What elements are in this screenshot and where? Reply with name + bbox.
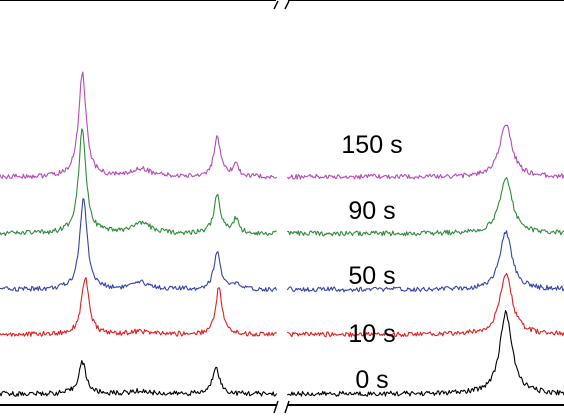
series-label-150s: 150 s	[341, 131, 402, 159]
series-line-150s-segment-2	[287, 124, 564, 180]
top-break-mark-left	[273, 0, 279, 10]
series-line-90s-segment-2	[287, 177, 564, 237]
top-break-gap	[276, 0, 288, 9]
series-line-90s-segment-1	[0, 128, 277, 237]
bottom-break-mark-left	[273, 400, 279, 414]
series-line-10s-segment-1	[0, 277, 277, 337]
spectra-layer	[0, 71, 564, 397]
series-label-0s: 0 s	[355, 366, 388, 394]
bottom-break-mark-right	[284, 400, 290, 414]
series-line-50s-segment-2	[287, 230, 564, 293]
series-labels: 150 s 90 s 50 s 10 s 0 s	[341, 131, 402, 394]
series-line-0s-segment-2	[287, 310, 564, 397]
series-label-50s: 50 s	[348, 262, 395, 290]
series-line-50s-segment-1	[0, 198, 277, 292]
series-line-150s-segment-1	[0, 71, 277, 180]
series-line-10s-segment-2	[287, 272, 564, 338]
series-label-90s: 90 s	[348, 197, 395, 225]
series-line-0s-segment-1	[0, 359, 277, 397]
top-break-mark-right	[284, 0, 290, 10]
bottom-break-gap	[276, 400, 288, 414]
series-label-10s: 10 s	[348, 320, 395, 348]
